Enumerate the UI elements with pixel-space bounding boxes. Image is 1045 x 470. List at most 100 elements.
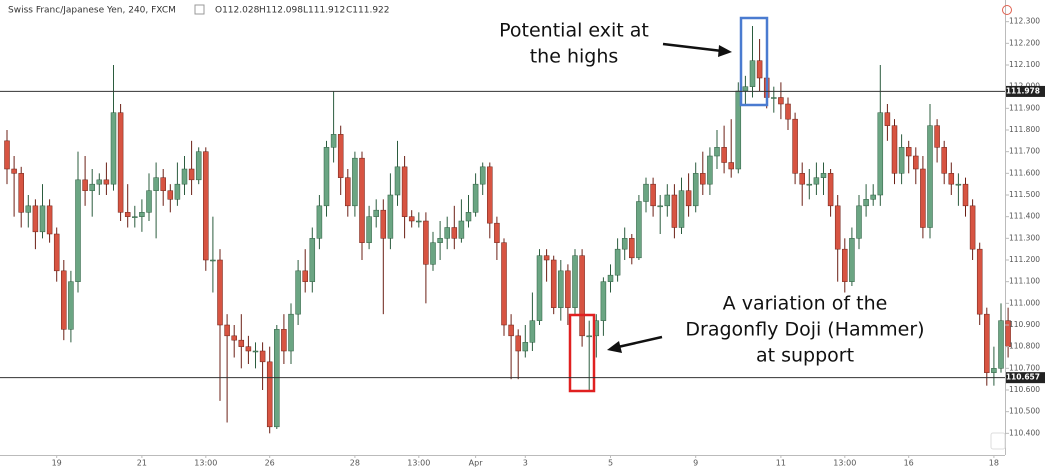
candle-body [11,168,17,174]
y-tick-label: 110.800 [1009,342,1040,351]
candle-body [444,227,450,239]
candle-body [266,361,273,428]
candle-body [508,324,514,337]
candle-body [692,173,699,207]
candle-body [458,220,465,239]
candle-body [181,168,188,185]
x-tick-label: 19 [52,459,62,468]
candle-body [550,259,557,308]
scroll-button[interactable] [990,432,1006,450]
candle-body [146,190,152,213]
candle-body [543,255,550,261]
ohlc-high: H112.098 [259,6,303,16]
candle-body [288,313,294,352]
candle-body [948,173,955,185]
candle-body [437,238,443,243]
candle-body [643,183,649,202]
candle-body [132,216,138,218]
candle-body [75,179,81,282]
candle-body [558,270,564,308]
candle-body [778,97,784,105]
candle-body [984,313,990,373]
candle-body [863,199,869,207]
candle-body [792,118,798,174]
y-tick-label: 111.000 [1009,298,1040,307]
annotation: at support [756,345,854,367]
candle-body [203,151,209,261]
candle-body [565,270,571,308]
candle-body [650,183,656,207]
candle-body [117,112,124,213]
candle-body [905,147,912,157]
candle-body [685,190,692,207]
price-label-bg [1006,85,1045,97]
menu-icon[interactable] [194,4,205,15]
candle-body [820,173,827,178]
x-tick-label: 16 [904,459,914,468]
candle-body [252,350,259,353]
candle-body [416,220,422,223]
candle-body [728,162,734,170]
candle-body [834,205,841,250]
candle-body [373,209,379,217]
candle-body [749,60,756,87]
candle-body [884,112,891,126]
candle-body [323,147,330,207]
y-tick-label: 111.400 [1009,212,1040,221]
candle-body [39,205,46,233]
candle-body [195,151,202,181]
price-label-bg [1006,372,1045,384]
y-tick-label: 112.200 [1009,38,1040,47]
candle-body [621,238,628,250]
candle-body [401,166,408,217]
candle-body [927,125,933,228]
candle-body [224,324,230,337]
candle-body [877,112,884,196]
candle-body [68,281,74,330]
y-tick-label: 112.100 [1009,60,1040,69]
candle-body [245,346,252,352]
ohlc-open: O112.028 [215,6,260,16]
chart-title: Swiss Franc/Japanese Yen, 240, FXCM [8,6,176,16]
candle-body [110,112,117,185]
arrow-head [607,341,622,353]
candle-body [657,205,663,208]
annotation: Potential exit at [499,20,649,42]
y-tick-label: 112.300 [1009,17,1040,26]
candle-body [124,212,131,217]
candle-body [991,368,997,373]
y-tick-label: 110.700 [1009,363,1040,372]
candle-body [494,222,500,243]
alert-icon[interactable] [1002,5,1012,15]
candle-body [18,173,24,213]
candle-body [96,179,103,185]
candle-body [330,134,337,148]
candle-body [302,270,308,282]
candle-body [664,194,671,207]
x-tick-label: 11 [776,459,786,468]
candle-body [82,179,88,191]
candle-body [536,255,543,321]
candle-body [210,259,216,262]
x-tick-label: 26 [265,459,275,468]
candle-body [309,238,316,282]
candle-body [721,147,727,163]
x-tick-label: 13:00 [407,459,430,468]
candle-body [53,233,60,272]
candle-body [785,103,791,120]
x-tick-label: Apr [469,459,484,468]
candle-body [586,335,592,338]
x-tick-label: 9 [693,459,698,468]
candle-body [231,335,237,341]
candle-body [856,205,862,239]
y-tick-label: 111.300 [1009,233,1040,242]
candle-body [465,212,472,222]
highs-box [739,16,769,107]
y-tick-label: 111.100 [1009,277,1040,286]
price-label: 110.657 [1006,373,1040,382]
candle-body [408,216,415,222]
candle-body [515,335,521,352]
candle-body [160,177,166,191]
arrow-head [718,45,732,57]
